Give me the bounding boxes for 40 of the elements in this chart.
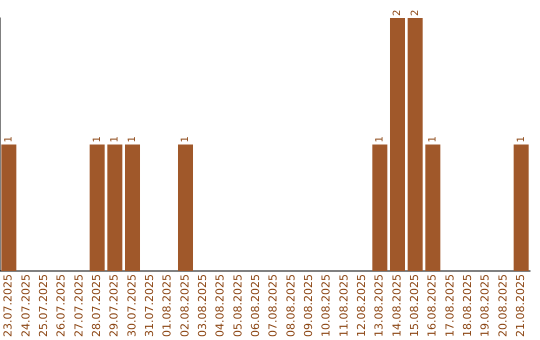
data-label: 1 <box>180 136 192 143</box>
x-tick-label: 06.08.2025 <box>249 274 262 338</box>
x-tick-label: 13.08.2025 <box>372 274 386 338</box>
x-tick-label: 16.08.2025 <box>426 274 439 338</box>
x-tick-label: 30.07.2025 <box>125 274 138 338</box>
data-label: 1 <box>374 136 386 143</box>
x-tick-label: 14.08.2025 <box>390 274 404 338</box>
x-tick-label: 17.08.2025 <box>443 274 456 338</box>
x-tick-label: 27.07.2025 <box>72 274 86 338</box>
x-tick-label: 28.07.2025 <box>90 274 104 338</box>
data-label: 2 <box>410 10 421 16</box>
x-tick-label: 10.08.2025 <box>320 274 333 338</box>
x-tick-label: 01.08.2025 <box>160 274 174 338</box>
x-tick-label: 09.08.2025 <box>302 274 316 338</box>
x-tick-label: 04.08.2025 <box>214 274 227 338</box>
x-tick-label: 25.07.2025 <box>37 274 50 338</box>
x-tick-label: 12.08.2025 <box>355 274 368 338</box>
x-tick-label: 03.08.2025 <box>196 274 210 338</box>
x-tick-label: 02.08.2025 <box>178 274 192 338</box>
data-label: 1 <box>92 136 103 143</box>
data-label: 2 <box>392 10 404 16</box>
data-label: 1 <box>427 136 438 143</box>
x-tick-label: 29.07.2025 <box>108 274 121 338</box>
x-tick-label: 07.08.2025 <box>266 274 280 338</box>
x-tick-label: 19.08.2025 <box>478 274 492 338</box>
x-tick-label: 18.08.2025 <box>461 274 474 338</box>
x-tick-label: 31.07.2025 <box>143 274 156 338</box>
x-tick-label: 21.08.2025 <box>514 274 528 338</box>
x-tick-label: 15.08.2025 <box>408 274 422 338</box>
data-label: 1 <box>516 136 527 143</box>
x-tick-label: 11.08.2025 <box>337 274 350 338</box>
data-label: 1 <box>3 136 14 143</box>
x-tick-label: 26.07.2025 <box>54 274 68 338</box>
x-tick-label: 24.07.2025 <box>19 274 32 338</box>
x-tick-label: 20.08.2025 <box>496 274 510 338</box>
x-tick-label: 23.07.2025 <box>2 274 15 338</box>
data-label: 1 <box>127 136 138 143</box>
x-tick-label: 08.08.2025 <box>284 274 298 338</box>
x-tick-label: 05.08.2025 <box>231 274 244 338</box>
data-label: 1 <box>109 136 120 143</box>
